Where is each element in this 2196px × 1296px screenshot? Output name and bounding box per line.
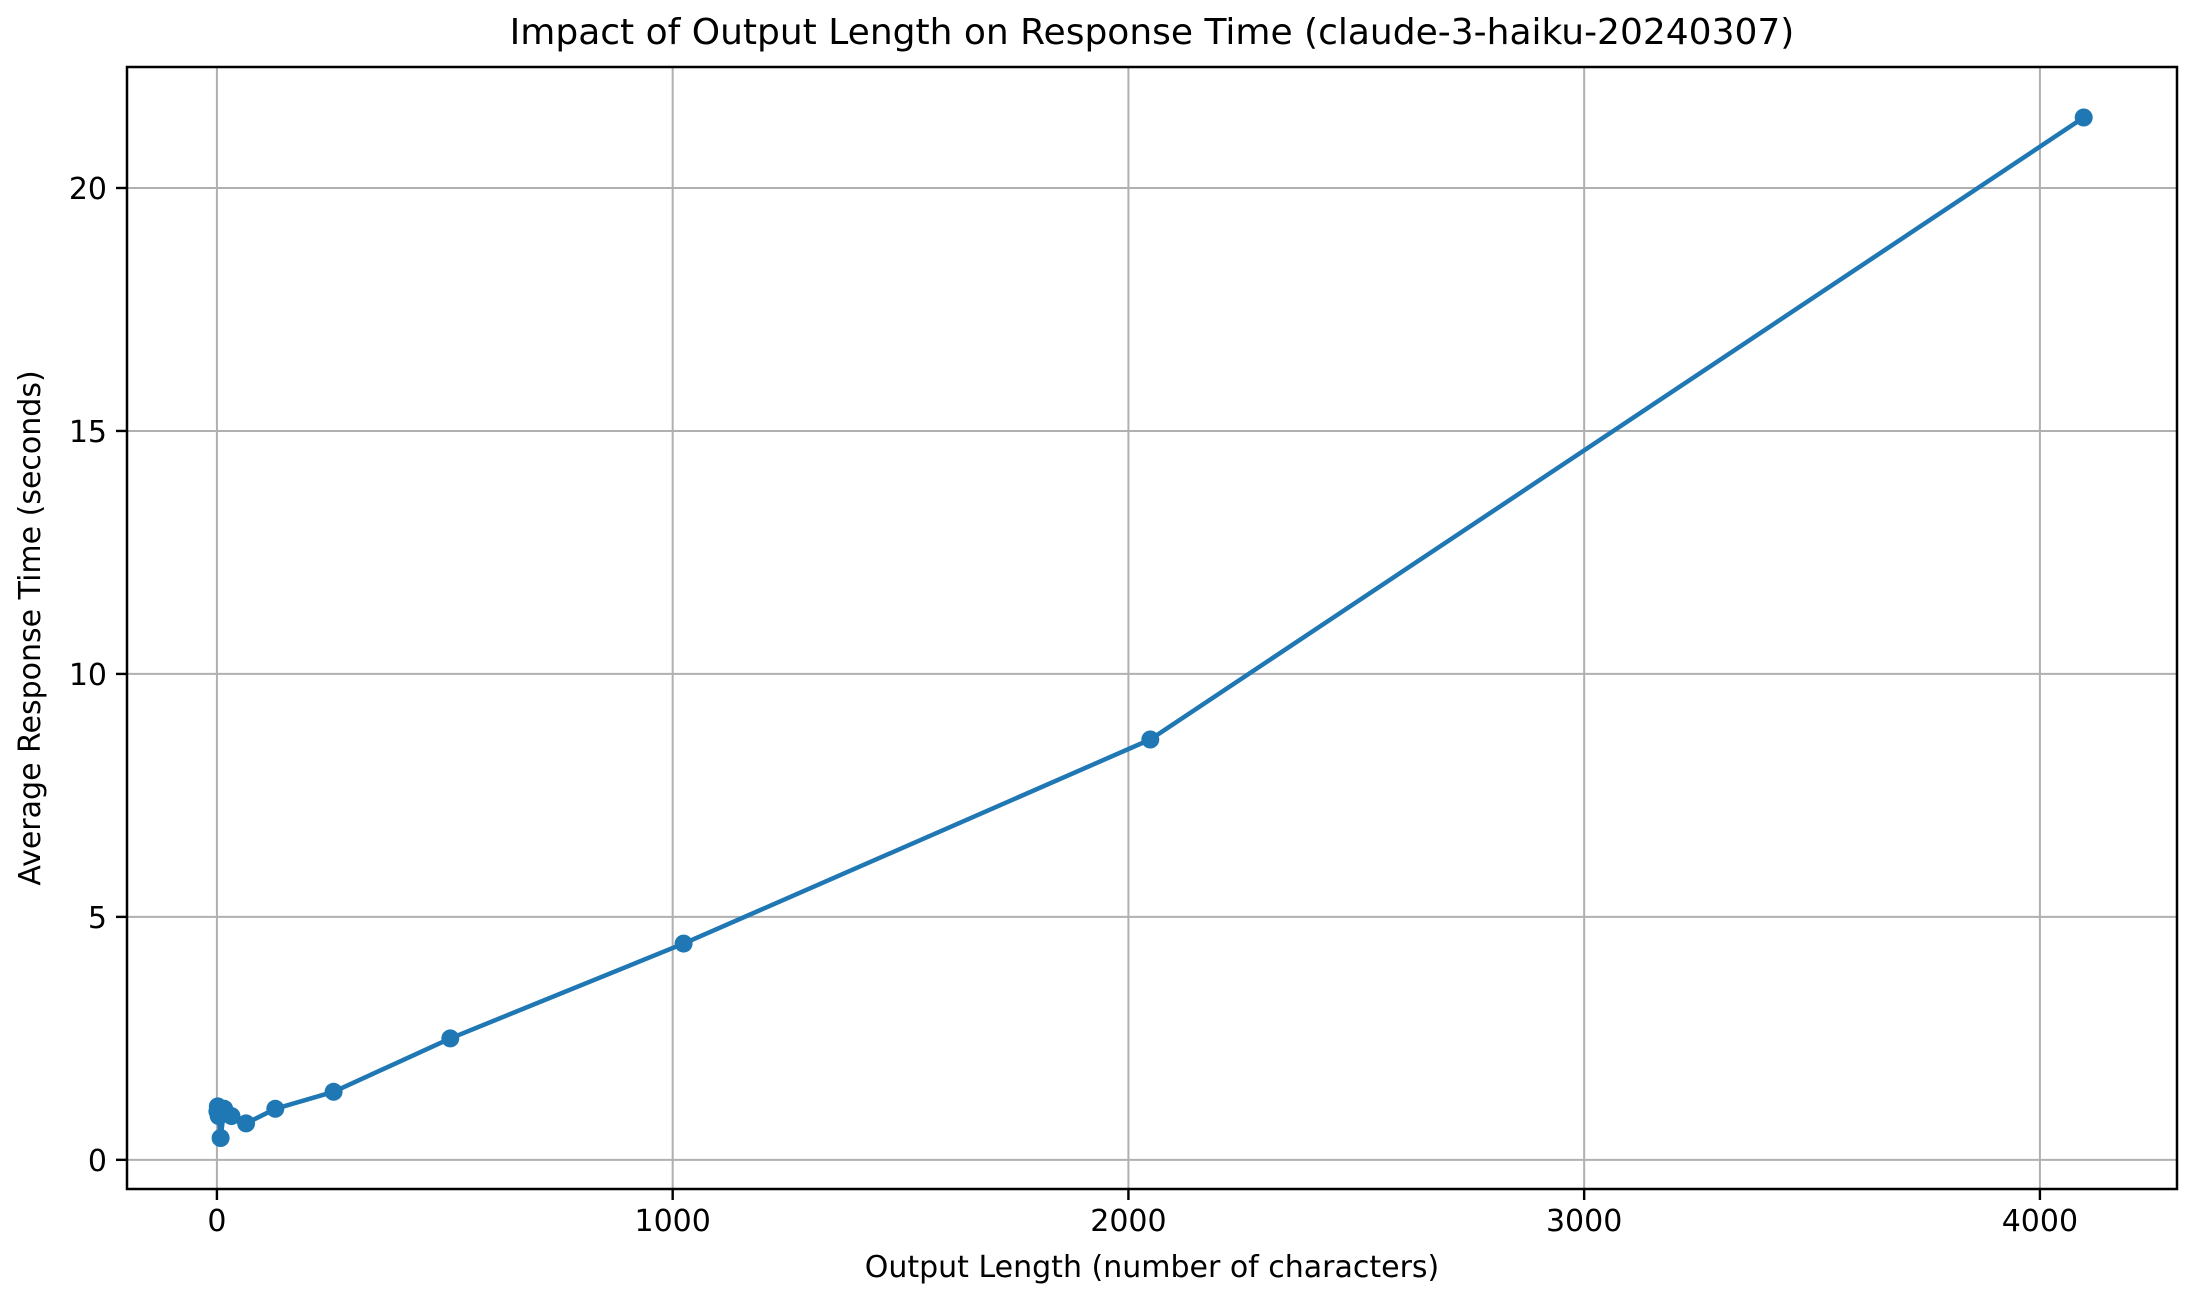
x-tick-label: 3000 [1546, 1204, 1622, 1239]
axes-layer [125, 65, 2179, 1191]
y-tick-label: 15 [69, 415, 107, 450]
data-point [237, 1114, 256, 1133]
plot-border [125, 65, 2179, 1191]
tick-layer: 0 1000 2000 3000 4000 0 5 10 15 20 [69, 172, 2078, 1239]
y-axis-label: Average Response Time (seconds) [13, 370, 48, 885]
x-tick-label: 1000 [634, 1204, 710, 1239]
y-tick-label: 5 [88, 901, 107, 936]
data-point [266, 1099, 285, 1118]
x-axis-label: Output Length (number of characters) [865, 1250, 1440, 1285]
y-tick-label: 0 [88, 1144, 107, 1179]
chart-title: Impact of Output Length on Response Time… [510, 12, 1795, 53]
data-point [674, 934, 693, 953]
x-tick-label: 2000 [1090, 1204, 1166, 1239]
data-point [1141, 730, 1160, 749]
data-point [324, 1082, 343, 1101]
data-point [211, 1129, 230, 1147]
series-line [215, 115, 2086, 1141]
x-tick-label: 0 [207, 1204, 226, 1239]
data-point [2074, 108, 2093, 127]
series-layer [208, 108, 2093, 1147]
y-tick-label: 10 [69, 658, 107, 693]
data-point [222, 1107, 241, 1126]
x-tick-label: 4000 [2002, 1204, 2078, 1239]
data-point [441, 1029, 460, 1048]
grid-layer [127, 67, 2177, 1189]
y-tick-label: 20 [69, 172, 107, 207]
